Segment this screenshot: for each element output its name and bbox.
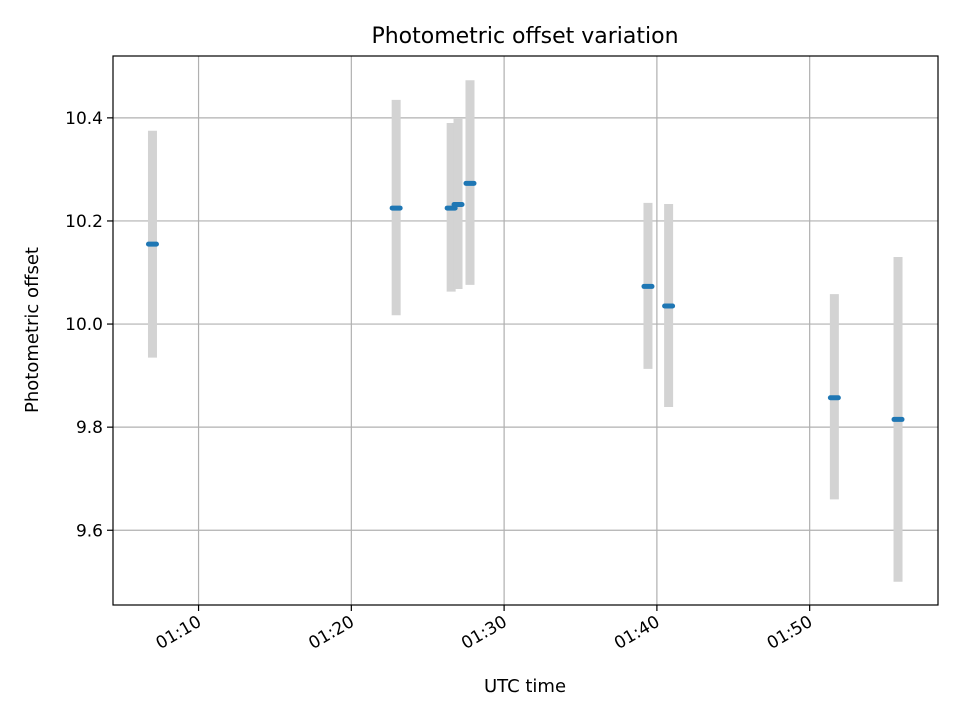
y-tick-label: 10.4 xyxy=(65,109,103,129)
y-axis-label: Photometric offset xyxy=(22,247,43,413)
plot-area xyxy=(113,56,938,605)
y-tick-label: 9.6 xyxy=(76,521,103,541)
y-tick-label: 9.8 xyxy=(76,418,103,438)
axes-frame xyxy=(112,55,939,606)
y-tick-label: 10.0 xyxy=(65,315,103,335)
chart-title: Photometric offset variation xyxy=(371,24,678,49)
y-tick-label: 10.2 xyxy=(65,212,103,232)
data-points xyxy=(145,180,905,422)
y-axis-ticks: 9.6 9.8 10.0 10.2 10.4 xyxy=(65,109,113,541)
x-axis-label: UTC time xyxy=(484,676,566,697)
gridlines xyxy=(113,56,938,605)
